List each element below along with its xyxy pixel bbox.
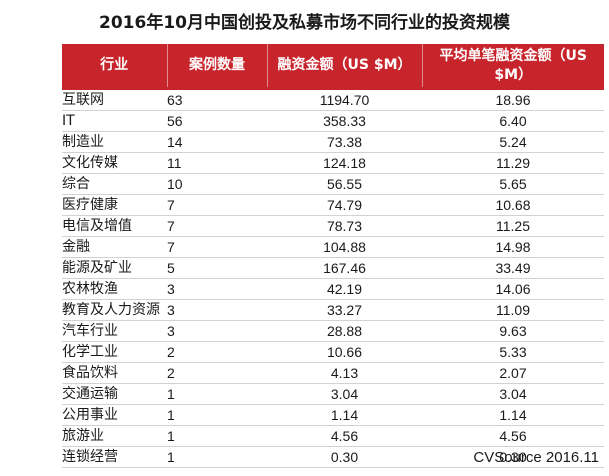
cell-financing-amount: 124.18 <box>267 152 422 174</box>
cell-financing-amount: 167.46 <box>267 257 422 279</box>
cell-industry: 汽车行业 <box>62 320 167 342</box>
cell-financing-amount: 3.04 <box>267 383 422 405</box>
cell-financing-amount: 1194.70 <box>267 87 422 111</box>
cell-industry: 制造业 <box>62 131 167 153</box>
cell-industry: 农林牧渔 <box>62 278 167 300</box>
cell-deal-count: 7 <box>167 215 267 237</box>
cell-deal-count: 11 <box>167 152 267 174</box>
cell-industry: 连锁经营 <box>62 446 167 468</box>
cell-industry: 电信及增值 <box>62 215 167 237</box>
cell-deal-count: 1 <box>167 404 267 426</box>
cell-financing-amount: 1.14 <box>267 404 422 426</box>
cell-deal-count: 1 <box>167 425 267 447</box>
cell-industry: 综合 <box>62 173 167 195</box>
cell-financing-amount: 10.66 <box>267 341 422 363</box>
table-row: 教育及人力资源 3 33.27 11.09 <box>62 299 604 321</box>
cell-average-amount: 5.65 <box>422 173 604 195</box>
column-header-deal-count: 案例数量 <box>167 44 268 89</box>
cell-average-amount: 14.06 <box>422 278 604 300</box>
cell-industry: 金融 <box>62 236 167 258</box>
cell-average-amount: 5.33 <box>422 341 604 363</box>
cell-financing-amount: 33.27 <box>267 299 422 321</box>
cell-financing-amount: 78.73 <box>267 215 422 237</box>
table-row: 制造业 14 73.38 5.24 <box>62 131 604 153</box>
cell-average-amount: 11.29 <box>422 152 604 174</box>
table-row: 电信及增值 7 78.73 11.25 <box>62 215 604 237</box>
column-header-financing-amount: 融资金额（US $M） <box>267 44 423 89</box>
cell-average-amount: 6.40 <box>422 110 604 132</box>
cell-average-amount: 2.07 <box>422 362 604 384</box>
cell-average-amount: 11.09 <box>422 299 604 321</box>
table-row: 综合 10 56.55 5.65 <box>62 173 604 195</box>
cell-deal-count: 3 <box>167 278 267 300</box>
source-note: CVSource 2016.11 <box>473 449 599 466</box>
cell-deal-count: 2 <box>167 341 267 363</box>
cell-deal-count: 63 <box>167 87 267 111</box>
cell-financing-amount: 4.13 <box>267 362 422 384</box>
chart-title: 2016年10月中国创投及私募市场不同行业的投资规模 <box>99 13 510 33</box>
cell-industry: 能源及矿业 <box>62 257 167 279</box>
cell-average-amount: 18.96 <box>422 87 604 111</box>
cell-deal-count: 2 <box>167 362 267 384</box>
table-row: 公用事业 1 1.14 1.14 <box>62 404 604 426</box>
table-row: 医疗健康 7 74.79 10.68 <box>62 194 604 216</box>
cell-industry: 化学工业 <box>62 341 167 363</box>
header-row: 行业 案例数量 融资金额（US $M） 平均单笔融资金额（US $M） <box>62 44 604 89</box>
cell-industry: 文化传媒 <box>62 152 167 174</box>
cell-financing-amount: 0.30 <box>267 446 422 468</box>
table-row: 旅游业 1 4.56 4.56 <box>62 425 604 447</box>
table-row: 互联网 63 1194.70 18.96 <box>62 87 604 111</box>
table-row: 农林牧渔 3 42.19 14.06 <box>62 278 604 300</box>
cell-deal-count: 5 <box>167 257 267 279</box>
cell-average-amount: 3.04 <box>422 383 604 405</box>
cell-industry: 旅游业 <box>62 425 167 447</box>
cell-industry: 互联网 <box>62 87 167 111</box>
table-row: IT 56 358.33 6.40 <box>62 110 604 132</box>
cell-deal-count: 7 <box>167 236 267 258</box>
cell-financing-amount: 74.79 <box>267 194 422 216</box>
table-body: 互联网 63 1194.70 18.96 IT 56 358.33 6.40 制造业 14 73.3… <box>62 87 604 468</box>
cell-average-amount: 1.14 <box>422 404 604 426</box>
cell-average-amount: 0.30 <box>422 446 604 468</box>
cell-financing-amount: 4.56 <box>267 425 422 447</box>
cell-deal-count: 10 <box>167 173 267 195</box>
cell-industry: 教育及人力资源 <box>62 299 167 321</box>
table-row: 化学工业 2 10.66 5.33 <box>62 341 604 363</box>
table-row: 文化传媒 11 124.18 11.29 <box>62 152 604 174</box>
cell-financing-amount: 104.88 <box>267 236 422 258</box>
cell-average-amount: 14.98 <box>422 236 604 258</box>
cell-average-amount: 5.24 <box>422 131 604 153</box>
cell-deal-count: 14 <box>167 131 267 153</box>
cell-financing-amount: 28.88 <box>267 320 422 342</box>
cell-industry: 医疗健康 <box>62 194 167 216</box>
cell-deal-count: 3 <box>167 299 267 321</box>
cell-average-amount: 11.25 <box>422 215 604 237</box>
cell-deal-count: 3 <box>167 320 267 342</box>
cell-average-amount: 33.49 <box>422 257 604 279</box>
cell-deal-count: 56 <box>167 110 267 132</box>
cell-financing-amount: 358.33 <box>267 110 422 132</box>
column-header-industry: 行业 <box>62 44 168 89</box>
table-row: 金融 7 104.88 14.98 <box>62 236 604 258</box>
investment-table: 行业 案例数量 融资金额（US $M） 平均单笔融资金额（US $M） 互联网 6… <box>62 44 604 468</box>
cell-deal-count: 1 <box>167 446 267 468</box>
cell-deal-count: 7 <box>167 194 267 216</box>
cell-industry: IT <box>62 110 167 132</box>
cell-industry: 交通运输 <box>62 383 167 405</box>
table-row: 汽车行业 3 28.88 9.63 <box>62 320 604 342</box>
column-header-average-amount: 平均单笔融资金额（US $M） <box>422 44 604 89</box>
table-row: 能源及矿业 5 167.46 33.49 <box>62 257 604 279</box>
table-row: 食品饮料 2 4.13 2.07 <box>62 362 604 384</box>
cell-average-amount: 10.68 <box>422 194 604 216</box>
cell-deal-count: 1 <box>167 383 267 405</box>
cell-financing-amount: 42.19 <box>267 278 422 300</box>
cell-industry: 公用事业 <box>62 404 167 426</box>
table-row: 连锁经营 1 0.30 0.30 <box>62 446 604 468</box>
table-row: 交通运输 1 3.04 3.04 <box>62 383 604 405</box>
cell-average-amount: 9.63 <box>422 320 604 342</box>
cell-industry: 食品饮料 <box>62 362 167 384</box>
cell-financing-amount: 56.55 <box>267 173 422 195</box>
cell-average-amount: 4.56 <box>422 425 604 447</box>
cell-financing-amount: 73.38 <box>267 131 422 153</box>
